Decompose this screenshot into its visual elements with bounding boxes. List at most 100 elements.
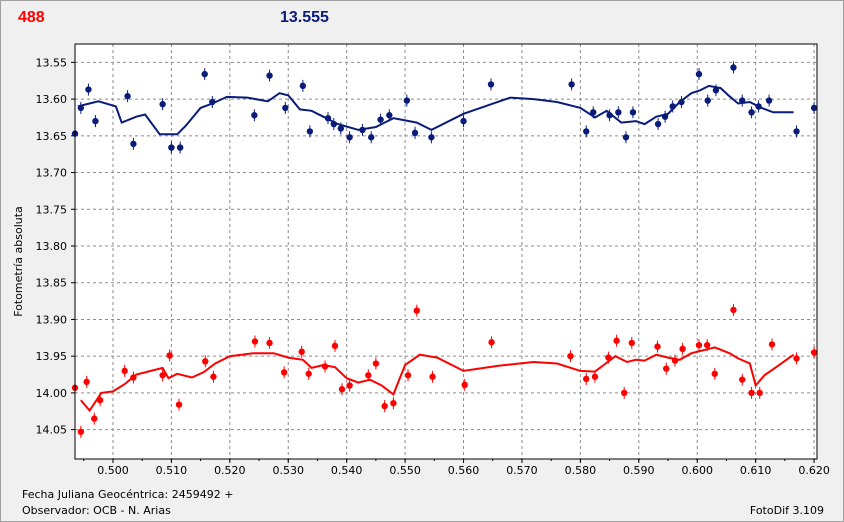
data-point-1 <box>730 61 737 74</box>
marker <box>704 97 711 104</box>
data-point-2 <box>202 355 209 368</box>
data-point-1 <box>615 106 622 119</box>
marker <box>428 134 435 141</box>
data-point-2 <box>390 397 397 410</box>
data-point-2 <box>305 367 312 380</box>
marker <box>460 117 467 125</box>
data-point-1 <box>669 100 676 113</box>
y-tick-label: 13.95 <box>36 350 68 363</box>
data-point-2 <box>620 386 628 399</box>
data-point-2 <box>77 425 85 438</box>
data-point-1 <box>201 68 208 81</box>
marker <box>411 129 419 137</box>
data-point-2 <box>730 303 737 316</box>
data-point-1 <box>460 115 467 128</box>
data-point-1 <box>428 131 435 144</box>
marker <box>669 103 676 110</box>
x-tick-label: 0.560 <box>448 464 480 477</box>
data-point-2 <box>338 383 346 396</box>
marker <box>678 98 685 106</box>
marker <box>266 339 273 347</box>
marker <box>730 306 737 314</box>
data-point-1 <box>386 109 393 122</box>
marker <box>365 372 372 379</box>
data-point-1 <box>306 125 314 138</box>
smoothed-curve-1 <box>77 84 794 136</box>
smoothed-curves <box>77 84 795 413</box>
data-point-2 <box>298 345 305 358</box>
data-point-1 <box>583 125 590 138</box>
marker <box>793 128 800 135</box>
marker <box>346 382 353 389</box>
data-point-2 <box>748 386 755 399</box>
y-tick-label: 13.75 <box>36 203 68 216</box>
marker <box>130 374 137 381</box>
marker <box>96 397 104 404</box>
data-points <box>71 61 818 438</box>
star-label: 488 <box>18 9 45 26</box>
data-point-1 <box>359 123 366 136</box>
marker <box>359 126 366 134</box>
plot-area <box>75 44 817 459</box>
data-point-1 <box>337 122 345 135</box>
marker <box>321 363 329 370</box>
marker <box>330 120 338 128</box>
marker <box>377 116 384 123</box>
data-point-1 <box>622 131 630 144</box>
marker <box>175 401 183 408</box>
data-point-1 <box>368 131 375 144</box>
marker <box>85 86 92 93</box>
data-point-2 <box>130 371 137 384</box>
x-tick-label: 0.530 <box>273 464 305 477</box>
marker <box>337 125 345 132</box>
marker <box>606 112 613 119</box>
data-point-1 <box>568 78 575 91</box>
y-tick-label: 13.70 <box>36 167 68 180</box>
marker <box>210 373 217 380</box>
data-point-1 <box>209 96 216 109</box>
marker <box>130 140 137 148</box>
marker <box>403 97 411 104</box>
marker <box>305 370 312 377</box>
marker <box>381 402 388 410</box>
x-tick-label: 0.590 <box>623 464 655 477</box>
marker <box>810 104 818 112</box>
marker <box>568 81 575 88</box>
x-tick-label: 0.500 <box>97 464 129 477</box>
data-point-1 <box>739 94 746 107</box>
y-tick-label: 13.55 <box>36 56 68 69</box>
data-point-1 <box>810 101 818 114</box>
marker <box>622 134 630 141</box>
marker <box>368 134 375 141</box>
data-point-1 <box>755 100 762 113</box>
data-point-1 <box>176 141 184 154</box>
marker <box>654 343 661 350</box>
data-point-1 <box>629 106 637 119</box>
x-tick-label: 0.570 <box>506 464 538 477</box>
marker <box>159 101 166 108</box>
x-tick-label: 0.620 <box>798 464 830 477</box>
marker <box>386 112 393 119</box>
julian-date-label: Fecha Juliana Geocéntrica: 2459492 + <box>22 488 234 501</box>
marker <box>739 376 746 383</box>
marker <box>679 345 686 353</box>
data-point-2 <box>591 370 599 383</box>
data-point-2 <box>695 339 703 352</box>
marker <box>77 428 85 436</box>
marker <box>629 109 637 116</box>
marker <box>768 341 776 348</box>
data-point-1 <box>704 94 711 107</box>
data-point-2 <box>331 339 339 352</box>
data-point-1 <box>159 98 166 111</box>
marker <box>703 341 711 349</box>
x-tick-label: 0.510 <box>156 464 188 477</box>
data-point-1 <box>712 84 720 97</box>
marker <box>615 109 622 116</box>
data-point-1 <box>85 83 92 96</box>
y-tick-label: 14.05 <box>36 424 68 437</box>
marker <box>748 109 755 116</box>
data-point-2 <box>251 335 259 348</box>
data-point-1 <box>403 94 411 107</box>
data-point-1 <box>411 126 419 139</box>
